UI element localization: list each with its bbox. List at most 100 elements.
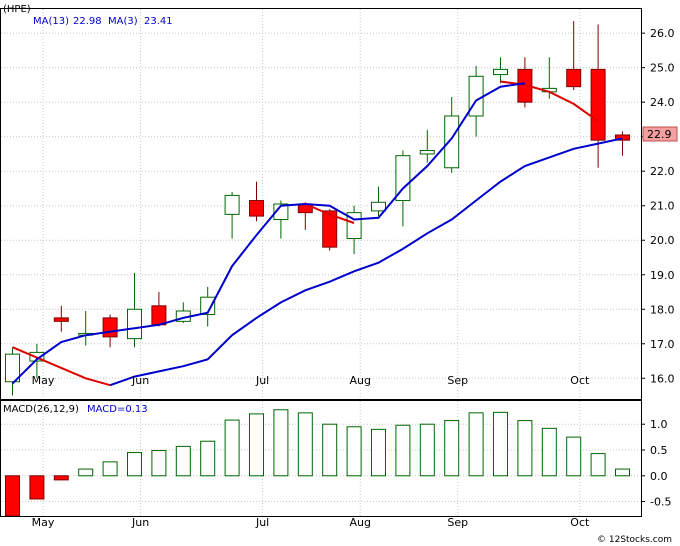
candle-body [444,115,460,169]
price-y-tick-label: 19.0 [650,269,675,282]
macd-x-tick-label: Oct [570,516,590,529]
candle-body [151,305,167,326]
price-x-tick-label: Jun [131,374,149,387]
price-y-tick-label: 20.0 [650,234,675,247]
price-y-tick-label: 21.0 [650,200,675,213]
macd-bar [297,412,313,477]
ticker-label: (HPE) [3,4,31,15]
macd-bar [566,436,582,477]
ma13-line [11,82,526,385]
candle-body [566,68,582,88]
price-legend: (HPE) MA(13) 22.98 MA(3) 23.41 [3,4,173,27]
price-y-axis: 16.017.018.019.020.021.022.023.024.025.0… [641,27,675,385]
price-x-tick-label: May [32,374,55,387]
last-price-tag: 22.9 [642,126,678,142]
macd-x-axis: May Jun Jul Aug Sep Oct [32,516,590,529]
candle-body [102,317,118,338]
ma-short-line [304,203,355,224]
candle-body [5,353,20,383]
macd-x-tick-label: Jul [255,516,269,529]
macd-bar [346,426,362,477]
candle-body [224,194,240,215]
candle-body [322,210,338,248]
candle-body [53,317,69,322]
candle-body [249,200,264,217]
candle-body [468,75,484,117]
macd-y-tick-label: 0.5 [650,444,668,457]
price-x-tick-label: Aug [349,374,370,387]
price-x-tick-label: Jul [255,374,269,387]
price-gridlines [1,9,641,399]
macd-bar [5,475,20,517]
ma3-line [109,137,623,387]
macd-bar [53,475,69,481]
macd-bar [127,452,142,477]
price-marks [5,21,630,396]
macd-bar [493,411,508,477]
price-y-tick-label: 16.0 [650,372,675,385]
macd-bar [200,440,216,477]
macd-bar [615,468,630,477]
macd-legend: MACD(26,12,9) MACD=0.13 [3,404,148,415]
macd-x-tick-label: Jun [131,516,149,529]
ma13-legend-label: MA(13) [33,16,69,27]
ma13-legend-value: 22.98 [73,16,102,27]
macd-bar [102,461,118,477]
price-y-tick-label: 17.0 [650,338,675,351]
price-panel-frame [0,8,642,400]
macd-legend-label: MACD(26,12,9) [3,404,79,415]
candle-body [419,150,435,155]
macd-x-tick-label: May [32,516,55,529]
macd-panel-frame [0,400,642,517]
macd-bar [541,427,557,477]
macd-y-tick-label: -0.5 [650,496,671,509]
candle-body [493,68,508,76]
candle-body [615,134,630,141]
macd-bar [175,445,191,477]
candle-body [590,68,606,141]
macd-bar [249,413,264,477]
price-y-tick-label: 22.0 [650,165,675,178]
macd-legend-value: MACD=0.13 [87,404,148,415]
candle-body [371,201,386,212]
macd-bars [5,409,630,517]
macd-bar [151,450,167,477]
price-x-tick-label: Oct [570,374,590,387]
macd-x-tick-label: Aug [349,516,370,529]
macd-bar [273,409,289,477]
ma3-legend-value: 23.41 [144,16,173,27]
candle-body [127,308,142,340]
macd-y-axis: -0.5 0.0 0.5 1.0 [641,418,671,509]
macd-bar [29,475,45,500]
candle-body [273,203,289,221]
macd-y-tick-label: 1.0 [650,418,668,431]
macd-bar [395,424,411,477]
price-x-tick-label: Sep [447,374,468,387]
macd-panel: -0.5 0.0 0.5 1.0 May Jun Jul Aug Sep Oct MACD(26… [0,400,671,529]
price-y-tick-label: 26.0 [650,27,675,40]
macd-bar [322,423,338,477]
macd-bar [444,420,460,477]
price-x-axis: May Jun Jul Aug Sep Oct [32,374,590,387]
price-y-tick-label: 24.0 [650,96,675,109]
macd-bar [78,468,94,477]
ma3-legend-label: MA(3) [108,16,138,27]
macd-y-tick-label: 0.0 [650,470,668,483]
ma-short-line [12,346,111,387]
macd-bar [517,420,533,477]
last-price-tag-box [642,126,678,142]
macd-bar [419,423,435,477]
price-y-tick-label: 25.0 [650,62,675,75]
price-panel: 16.017.018.019.020.021.022.023.024.025.0… [0,4,678,400]
watermark: © 12Stocks.com [597,535,672,545]
macd-bar [468,412,484,477]
macd-bar [590,453,606,477]
candle-body [200,296,216,315]
candle-body [395,155,411,202]
price-y-tick-label: 18.0 [650,303,675,316]
macd-bar [371,428,386,477]
macd-x-tick-label: Sep [447,516,468,529]
last-price-tag-text: 22.9 [647,128,672,141]
macd-bar [224,419,240,477]
